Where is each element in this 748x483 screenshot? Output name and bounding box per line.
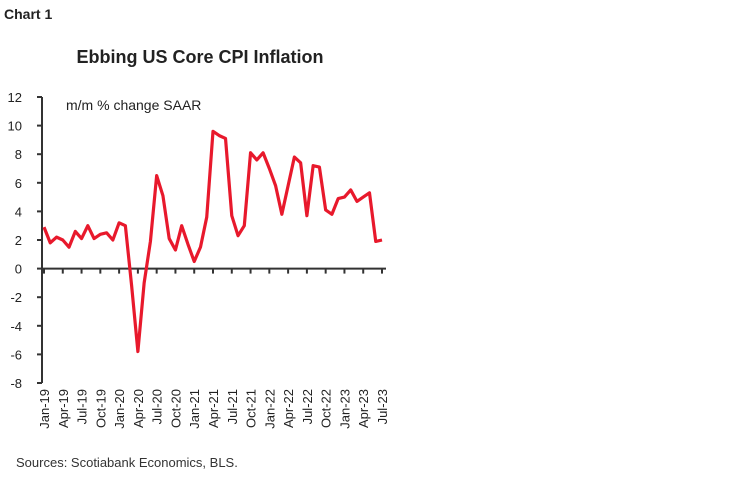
- x-tick-label: Apr-19: [56, 389, 71, 428]
- x-tick-label: Jul-23: [375, 389, 390, 424]
- x-tick-label: Jan-23: [337, 389, 352, 429]
- chart-title: Ebbing US Core CPI Inflation: [76, 47, 324, 67]
- y-tick-label: 12: [8, 90, 22, 105]
- y-tick-label: -8: [10, 376, 22, 391]
- chart-number-label: Chart 1: [4, 6, 53, 22]
- y-tick-label: 4: [15, 204, 22, 219]
- x-tick-label: Jan-20: [112, 389, 127, 429]
- source-note: Sources: Scotiabank Economics, BLS.: [16, 455, 238, 470]
- y-tick-label: -2: [10, 290, 22, 305]
- y-tick-label: 0: [15, 262, 22, 277]
- x-tick-label: Jan-19: [37, 389, 52, 429]
- x-tick-label: Jul-22: [300, 389, 315, 424]
- x-tick-label: Apr-22: [281, 389, 296, 428]
- x-tick-label: Oct-22: [319, 389, 334, 428]
- y-tick-label: 6: [15, 176, 22, 191]
- y-tick-label: -6: [10, 347, 22, 362]
- x-tick-label: Apr-23: [356, 389, 371, 428]
- x-tick-label: Jul-21: [225, 389, 240, 424]
- x-tick-label: Jul-20: [150, 389, 165, 424]
- x-tick-label: Jan-22: [262, 389, 277, 429]
- x-tick-label: Oct-19: [93, 389, 108, 428]
- units-annotation: m/m % change SAAR: [66, 97, 201, 113]
- y-tick-label: -4: [10, 319, 22, 334]
- series-line: [42, 129, 383, 354]
- y-tick-label: 10: [8, 119, 22, 134]
- y-tick-label: 2: [15, 233, 22, 248]
- x-tick-label: Jan-21: [187, 389, 202, 429]
- x-tick-label: Apr-21: [206, 389, 221, 428]
- x-tick-label: Oct-21: [244, 389, 259, 428]
- x-tick-label: Jul-19: [75, 389, 90, 424]
- x-tick-label: Apr-20: [131, 389, 146, 428]
- x-tick-label: Oct-20: [168, 389, 183, 428]
- y-tick-label: 8: [15, 147, 22, 162]
